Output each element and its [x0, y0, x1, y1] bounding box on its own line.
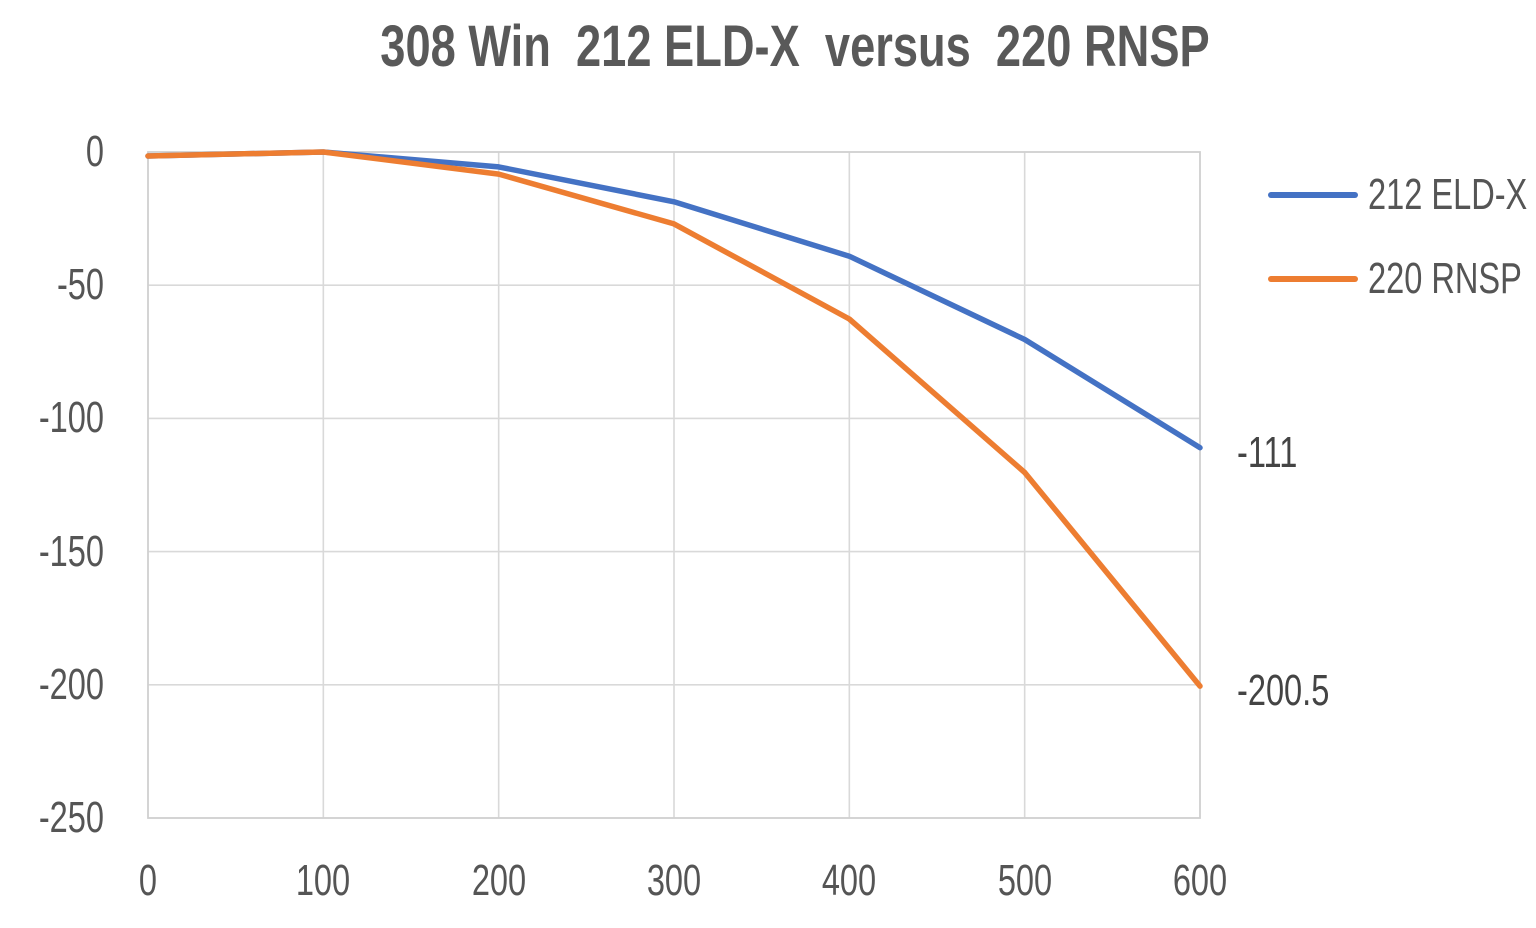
legend-label-212-eldx: 212 ELD-X	[1368, 170, 1528, 219]
legend: 212 ELD-X 220 RNSP	[1268, 170, 1536, 338]
legend-swatch-220-rnsp-line	[1268, 276, 1358, 282]
legend-swatch-212-eldx-line	[1268, 192, 1358, 198]
x-tick-label: 600	[1172, 856, 1228, 905]
x-tick-label: 100	[296, 856, 351, 905]
legend-item-212-eldx: 212 ELD-X	[1268, 170, 1536, 220]
legend-label-220-rnsp: 220 RNSP	[1368, 254, 1522, 303]
x-tick-label: 0	[138, 856, 158, 905]
chart-title: 308 Win 212 ELD-X versus 220 RNSP	[380, 14, 1210, 79]
x-tick-label: 300	[646, 856, 702, 905]
x-tick-label: 500	[997, 856, 1052, 905]
y-tick-label: -100	[38, 393, 104, 443]
y-tick-label: -150	[38, 526, 104, 576]
y-tick-label: -250	[38, 793, 104, 842]
end-value-label-220-rnsp: -200.5	[1237, 666, 1330, 716]
y-tick-label: -200	[38, 659, 104, 709]
legend-item-220-rnsp: 220 RNSP	[1268, 254, 1536, 304]
series-line-220-rnsp	[145, 149, 1203, 689]
end-value-label-212-eldx: -111	[1237, 427, 1298, 477]
x-tick-label: 400	[822, 856, 877, 905]
y-tick-label: -50	[56, 260, 104, 310]
y-tick-label: 0	[85, 127, 104, 176]
x-tick-label: 200	[471, 856, 526, 905]
plot-border	[147, 151, 1201, 819]
